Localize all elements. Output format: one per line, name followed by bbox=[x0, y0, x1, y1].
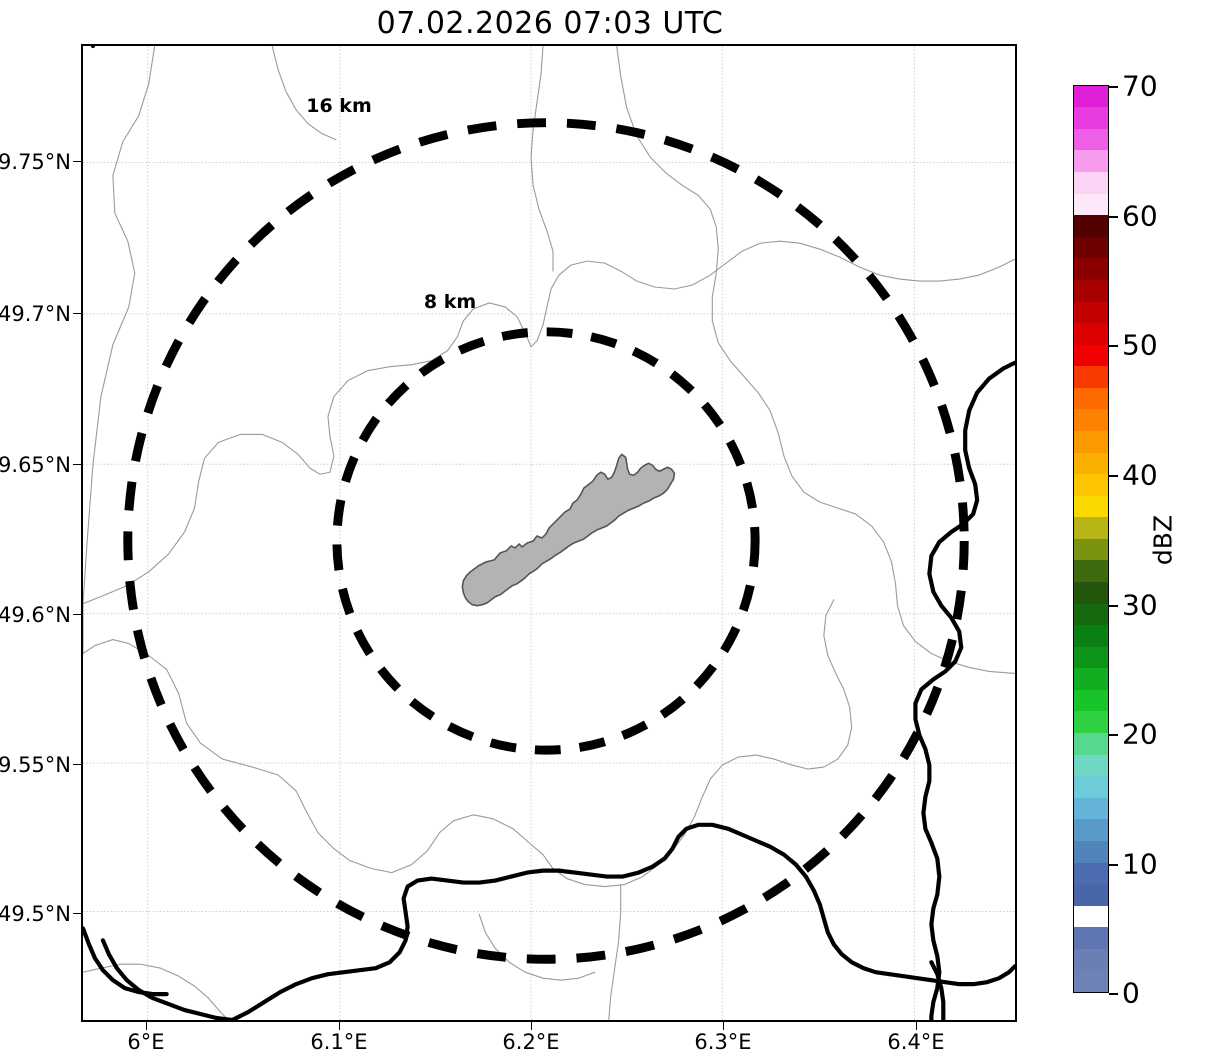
colorbar-tick bbox=[1109, 993, 1118, 995]
y-tick-mark bbox=[73, 913, 81, 914]
x-axis-label-3: 6.2°E bbox=[502, 1030, 560, 1054]
y-axis-label-5: 49.55°N bbox=[0, 753, 71, 777]
range-ring-8km bbox=[332, 327, 760, 755]
colorbar-band-26 bbox=[1074, 409, 1108, 431]
colorbar-tick bbox=[1109, 475, 1118, 477]
colorbar-tick bbox=[1109, 864, 1118, 866]
colorbar-band-9 bbox=[1074, 776, 1108, 798]
colorbar-band-13 bbox=[1074, 689, 1108, 712]
x-tick-mark bbox=[916, 1022, 917, 1030]
colorbar-band-33 bbox=[1074, 258, 1108, 280]
range-ring-16km bbox=[123, 118, 969, 964]
colorbar-label-60: 60 bbox=[1122, 199, 1158, 233]
colorbar-band-8 bbox=[1074, 797, 1108, 820]
colorbar-band-18 bbox=[1074, 582, 1108, 604]
x-tick-mark bbox=[723, 1022, 724, 1030]
colorbar-label-30: 30 bbox=[1122, 588, 1158, 622]
colorbar-band-27 bbox=[1074, 387, 1108, 410]
colorbar-band-24 bbox=[1074, 452, 1108, 475]
y-tick-mark bbox=[73, 313, 81, 314]
colorbar-band-41 bbox=[1074, 85, 1108, 108]
colorbar-band-39 bbox=[1074, 128, 1108, 151]
y-tick-mark bbox=[73, 464, 81, 465]
colorbar-band-5 bbox=[1074, 862, 1108, 885]
colorbar-band-3 bbox=[1074, 906, 1108, 928]
luxembourg-city-outline bbox=[461, 453, 676, 607]
y-axis-label-3: 49.65°N bbox=[0, 453, 71, 477]
x-tick-mark bbox=[339, 1022, 340, 1030]
x-axis-label-2: 6.1°E bbox=[310, 1030, 368, 1054]
colorbar[interactable] bbox=[1073, 85, 1109, 993]
colorbar-band-23 bbox=[1074, 474, 1108, 496]
canton-boundaries bbox=[83, 46, 1015, 1020]
colorbar-band-12 bbox=[1074, 711, 1108, 734]
y-axis-label-2: 49.7°N bbox=[0, 302, 71, 326]
y-axis-label-4: 49.6°N bbox=[0, 603, 71, 627]
colorbar-band-40 bbox=[1074, 107, 1108, 129]
colorbar-band-22 bbox=[1074, 495, 1108, 518]
colorbar-band-16 bbox=[1074, 625, 1108, 647]
y-tick-mark bbox=[73, 614, 81, 615]
y-tick-mark bbox=[73, 764, 81, 765]
colorbar-band-29 bbox=[1074, 344, 1108, 367]
colorbar-band-36 bbox=[1074, 193, 1108, 216]
range-ring-label-8km: 8 km bbox=[423, 291, 477, 313]
colorbar-tick bbox=[1109, 734, 1118, 736]
radar-map-plot[interactable] bbox=[81, 44, 1017, 1022]
colorbar-band-20 bbox=[1074, 538, 1108, 561]
page-title: 07.02.2026 07:03 UTC bbox=[376, 6, 724, 41]
colorbar-tick bbox=[1109, 86, 1118, 88]
range-ring-label-16km: 16 km bbox=[306, 95, 372, 117]
colorbar-band-1 bbox=[1074, 948, 1108, 971]
colorbar-band-25 bbox=[1074, 430, 1108, 453]
colorbar-band-34 bbox=[1074, 236, 1108, 259]
colorbar-tick bbox=[1109, 345, 1118, 347]
national-boundaries bbox=[83, 46, 1015, 1020]
colorbar-band-6 bbox=[1074, 840, 1108, 863]
colorbar-band-31 bbox=[1074, 301, 1108, 324]
colorbar-band-37 bbox=[1074, 172, 1108, 194]
colorbar-band-4 bbox=[1074, 884, 1108, 906]
colorbar-band-32 bbox=[1074, 279, 1108, 302]
y-axis-label-6: 49.5°N bbox=[0, 902, 71, 926]
x-axis-label-4: 6.3°E bbox=[694, 1030, 752, 1054]
map-canvas bbox=[83, 46, 1015, 1020]
colorbar-band-21 bbox=[1074, 517, 1108, 539]
colorbar-band-10 bbox=[1074, 754, 1108, 777]
y-axis-label-1: 49.75°N bbox=[0, 150, 71, 174]
colorbar-band-7 bbox=[1074, 819, 1108, 841]
colorbar-band-11 bbox=[1074, 733, 1108, 755]
colorbar-label-20: 20 bbox=[1122, 717, 1158, 751]
x-axis-label-1: 6°E bbox=[127, 1030, 165, 1054]
colorbar-band-14 bbox=[1074, 668, 1108, 690]
colorbar-label-50: 50 bbox=[1122, 328, 1158, 362]
x-axis-label-5: 6.4°E bbox=[887, 1030, 945, 1054]
colorbar-band-38 bbox=[1074, 150, 1108, 173]
colorbar-label-10: 10 bbox=[1122, 847, 1158, 881]
colorbar-band-2 bbox=[1074, 927, 1108, 949]
colorbar-label-70: 70 bbox=[1122, 69, 1158, 103]
x-tick-mark bbox=[146, 1022, 147, 1030]
colorbar-band-19 bbox=[1074, 560, 1108, 583]
colorbar-band-17 bbox=[1074, 603, 1108, 626]
colorbar-title: dBZ bbox=[1148, 514, 1178, 566]
colorbar-label-40: 40 bbox=[1122, 458, 1158, 492]
colorbar-band-30 bbox=[1074, 323, 1108, 345]
y-tick-mark bbox=[73, 161, 81, 162]
colorbar-band-0 bbox=[1074, 970, 1108, 992]
colorbar-label-0: 0 bbox=[1122, 976, 1140, 1010]
colorbar-band-28 bbox=[1074, 366, 1108, 388]
colorbar-tick bbox=[1109, 605, 1118, 607]
colorbar-band-15 bbox=[1074, 646, 1108, 669]
x-tick-mark bbox=[531, 1022, 532, 1030]
colorbar-tick bbox=[1109, 216, 1118, 218]
colorbar-band-35 bbox=[1074, 215, 1108, 237]
